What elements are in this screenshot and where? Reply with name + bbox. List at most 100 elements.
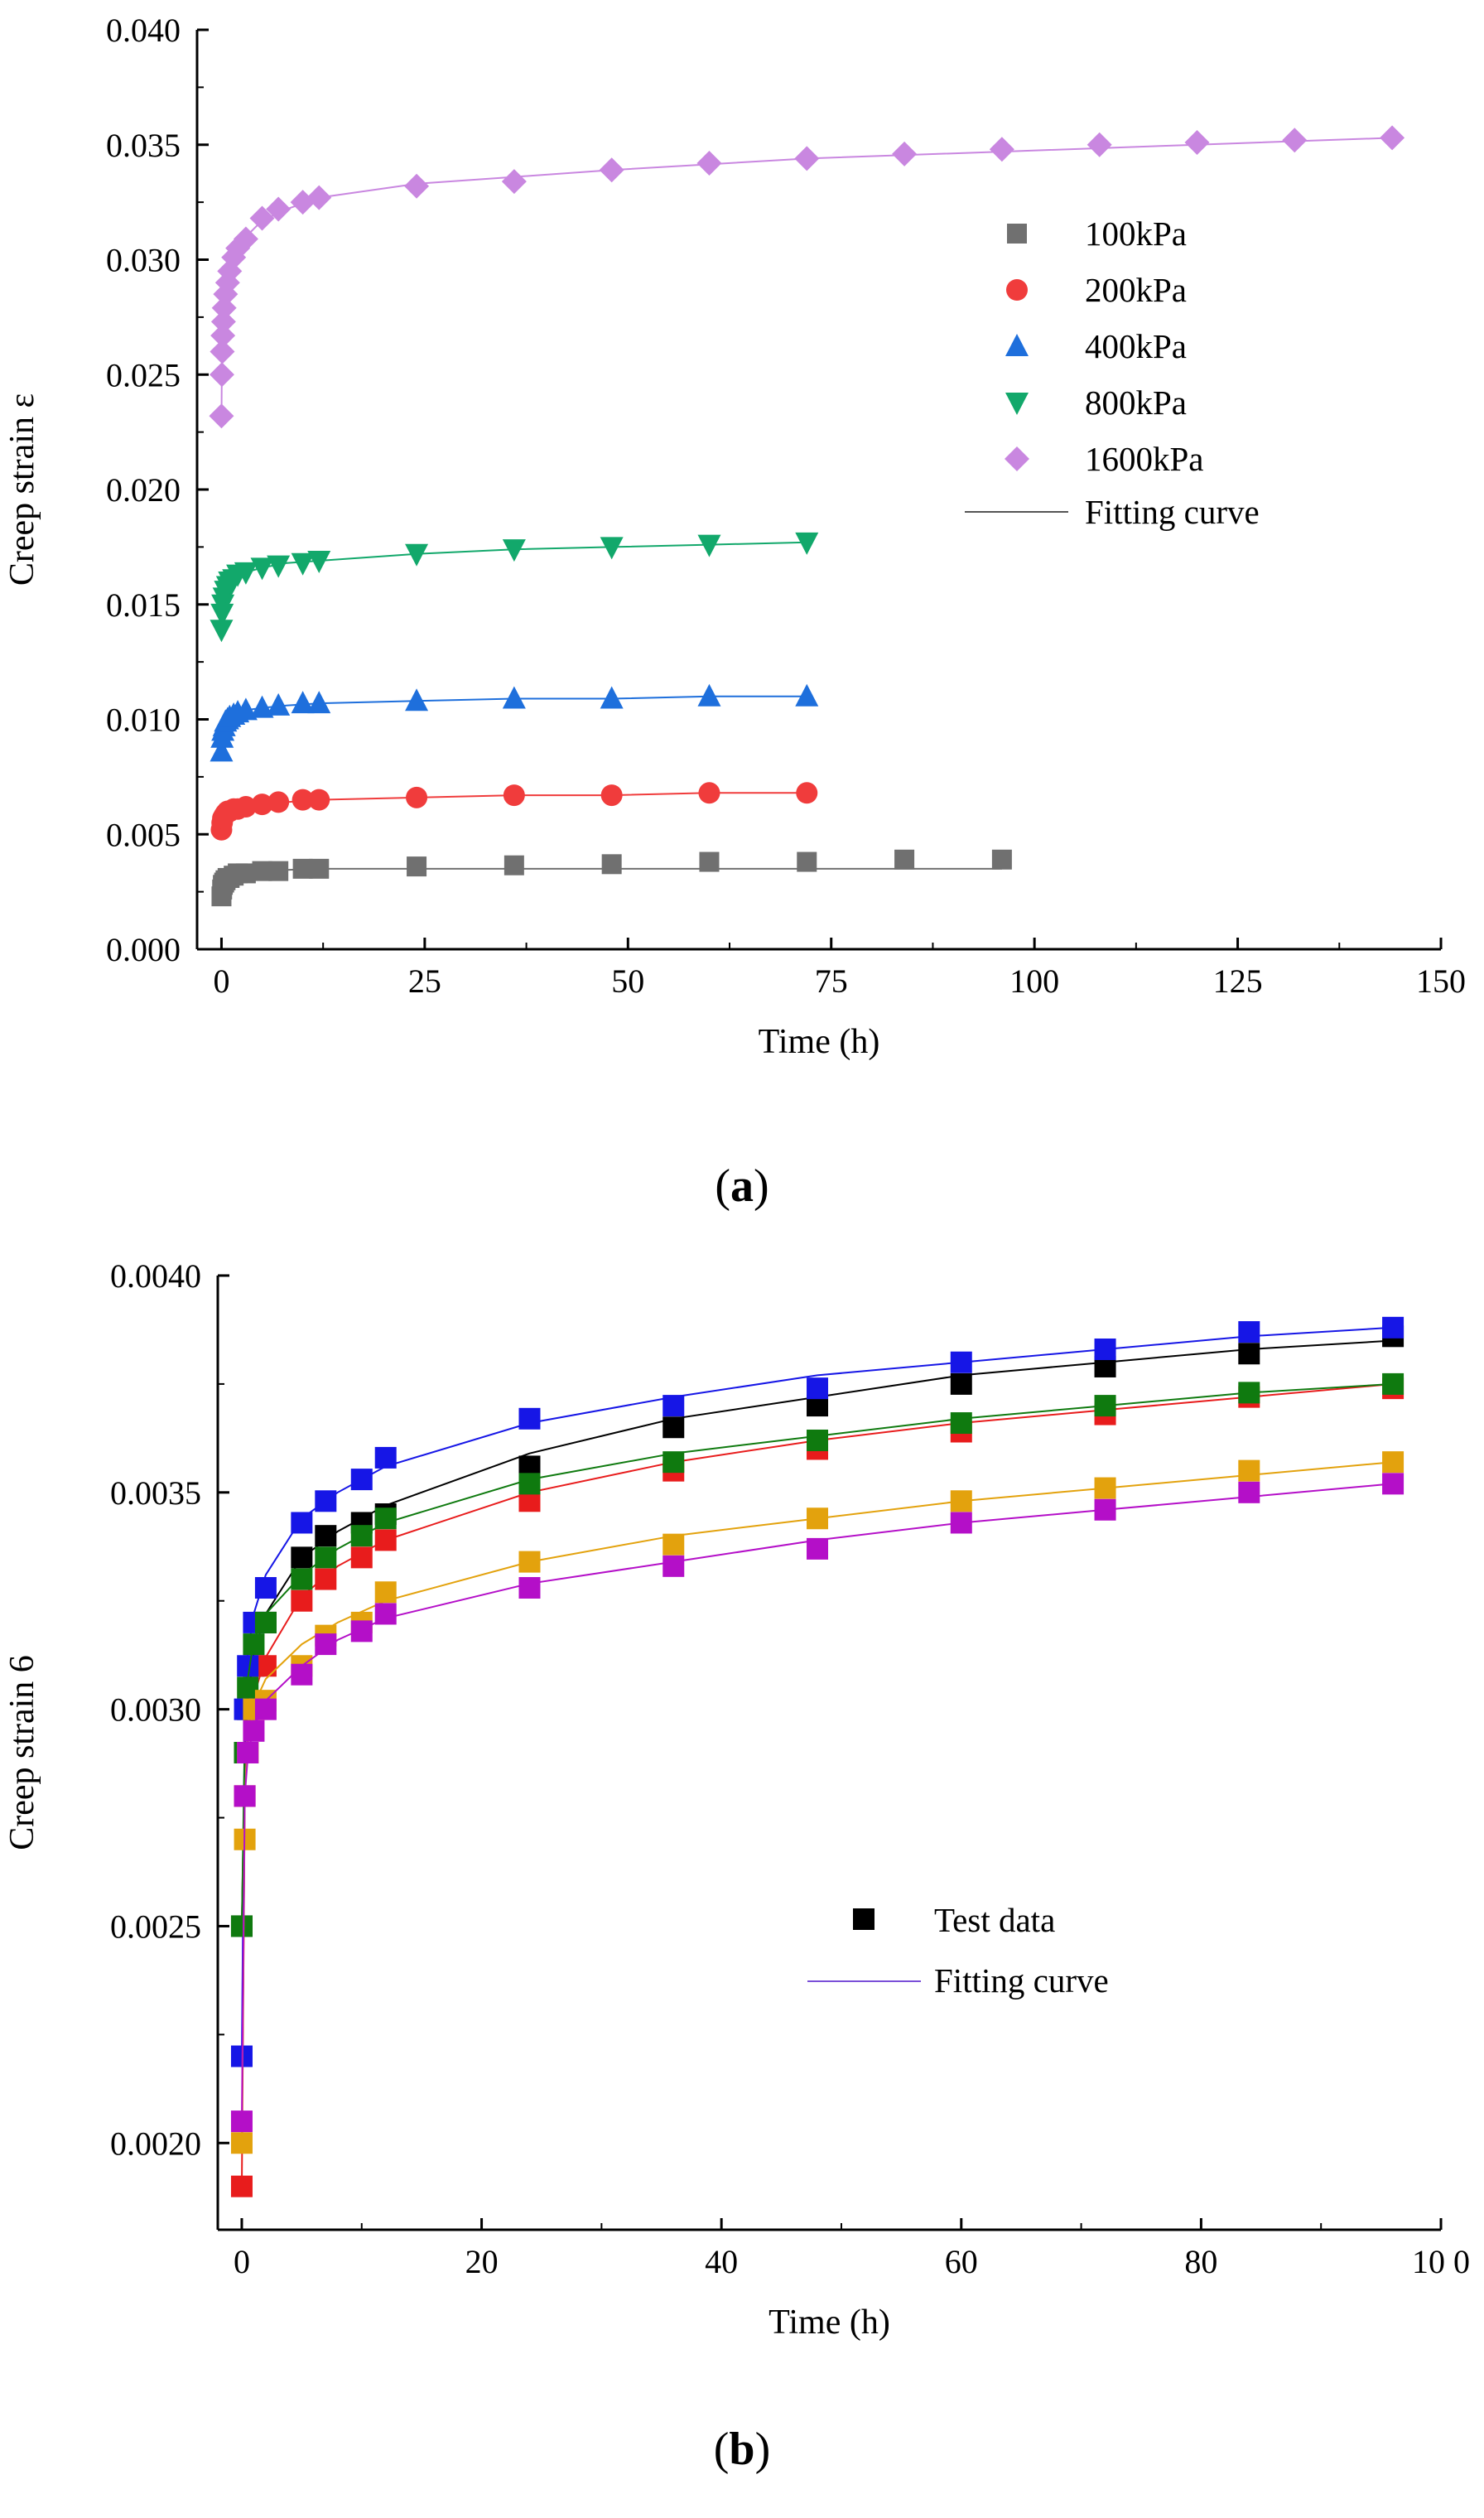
b-x-tick-label: 10 0 (1412, 2243, 1470, 2280)
b-point-sample-5 (230, 2132, 253, 2154)
a-legend-label-800kPa: 800kPa (1085, 383, 1187, 422)
a-point-100kPa (407, 856, 427, 877)
a-point-800kPa (250, 557, 274, 581)
a-point-800kPa (291, 552, 315, 576)
a-point-400kPa (405, 688, 429, 712)
a-point-1600kPa (210, 323, 236, 349)
a-fit-curve-1600kPa (220, 137, 1393, 417)
a-y-axis-title: Creep strain ε (3, 393, 41, 586)
b-fit-curve-sample-6 (241, 1483, 1394, 2122)
a-legend-marker-400kPa (1005, 334, 1029, 356)
a-legend-label-200kPa: 200kPa (1085, 271, 1187, 309)
a-point-800kPa (600, 537, 624, 560)
b-point-sample-5 (518, 1551, 541, 1573)
a-point-800kPa (267, 555, 291, 578)
b-point-sample-3 (237, 1655, 259, 1677)
a-legend: 100kPa 200kPa 400kPa 800kPa 1600kPa Fitting c… (965, 215, 1260, 531)
panel-b-chart: 0.0020 0.0025 0.0030 0.0035 0.0040 0 20 40 60 80 1… (3, 1257, 1470, 2475)
b-fit-curve-sample-5 (241, 1461, 1394, 2144)
b-point-sample-6 (374, 1603, 397, 1625)
b-point-sample-3 (950, 1351, 972, 1373)
a-point-400kPa (795, 683, 819, 707)
a-point-400kPa (307, 691, 331, 714)
a-point-200kPa (698, 782, 720, 804)
a-point-100kPa (991, 849, 1012, 870)
a-series-400kPa (210, 683, 819, 762)
b-point-sample-4 (291, 1568, 313, 1590)
b-fit-curve-sample-1 (241, 1339, 1394, 1927)
a-point-400kPa (250, 695, 274, 718)
a-point-800kPa (234, 562, 258, 585)
b-point-sample-6 (254, 1698, 277, 1720)
b-point-sample-4 (230, 1915, 253, 1937)
b-panel-label: (b) (714, 2424, 770, 2475)
b-point-sample-4 (1238, 1382, 1260, 1404)
b-point-sample-1 (950, 1372, 972, 1395)
b-legend-fit-label: Fitting curve (934, 1961, 1109, 1999)
a-point-200kPa (796, 782, 818, 804)
a-point-200kPa (292, 789, 314, 811)
b-y-tick-label: 0.0030 (110, 1691, 201, 1729)
a-point-1600kPa (1086, 132, 1112, 157)
b-x-axis-title: Time (h) (768, 2303, 890, 2342)
b-point-sample-3 (1238, 1321, 1260, 1343)
a-y-tick-label: 0.025 (106, 356, 181, 393)
a-point-800kPa (405, 543, 429, 567)
a-series-100kPa (211, 849, 1012, 907)
a-y-tick-label: 0.040 (106, 12, 181, 49)
b-point-sample-3 (315, 1490, 337, 1512)
b-point-sample-3 (291, 1512, 313, 1534)
b-point-sample-3 (350, 1469, 373, 1491)
b-point-sample-5 (1382, 1451, 1404, 1474)
a-x-tick-label: 25 (408, 962, 441, 1000)
a-point-800kPa (502, 539, 526, 562)
a-point-800kPa (307, 551, 331, 574)
a-x-tick-label: 50 (611, 962, 644, 1000)
a-x-tick-label: 100 (1009, 962, 1059, 1000)
a-point-1600kPa (599, 157, 624, 183)
b-point-sample-6 (350, 1620, 373, 1642)
b-point-sample-2 (230, 2175, 253, 2197)
b-point-sample-2 (315, 1568, 337, 1590)
a-point-1600kPa (233, 226, 258, 252)
a-point-1600kPa (1282, 128, 1308, 153)
b-point-sample-5 (1238, 1459, 1260, 1482)
a-y-tick-label: 0.005 (106, 816, 181, 853)
a-x-axis-title: Time (h) (759, 1023, 880, 1061)
b-sample-6 (230, 1473, 1404, 2133)
a-point-400kPa (600, 686, 624, 709)
a-point-400kPa (697, 683, 721, 707)
a-point-100kPa (309, 858, 330, 879)
b-x-tick-label: 20 (465, 2243, 499, 2280)
b-point-sample-6 (1238, 1481, 1260, 1503)
b-point-sample-5 (950, 1490, 972, 1512)
b-point-sample-3 (807, 1377, 829, 1400)
b-x-tick-label: 80 (1184, 2243, 1217, 2280)
b-point-sample-6 (807, 1537, 829, 1560)
b-point-sample-6 (237, 1742, 259, 1763)
a-x-tick-label: 125 (1213, 962, 1263, 1000)
a-point-1600kPa (306, 185, 332, 210)
b-legend: Test data Fitting curve (807, 1901, 1109, 1999)
b-point-sample-4 (1382, 1372, 1404, 1395)
b-fit-curve-sample-2 (241, 1382, 1394, 2187)
a-series-1600kPa (209, 125, 1405, 429)
b-point-sample-6 (230, 2110, 253, 2133)
b-point-sample-4 (950, 1412, 972, 1435)
a-point-200kPa (267, 791, 290, 813)
a-panel-label: (a) (715, 1160, 768, 1212)
b-y-tick-label: 0.0025 (110, 1908, 201, 1945)
a-legend-marker-100kPa (1007, 224, 1027, 244)
a-point-100kPa (699, 851, 720, 872)
a-point-1600kPa (249, 205, 275, 231)
a-y-tick-label: 0.015 (106, 586, 181, 624)
b-point-sample-4 (243, 1633, 265, 1656)
a-y-tick-label: 0.035 (106, 127, 181, 164)
a-point-1600kPa (209, 403, 234, 429)
a-point-400kPa (234, 697, 258, 721)
b-point-sample-4 (662, 1451, 685, 1474)
a-point-1600kPa (266, 196, 292, 222)
b-point-sample-4 (350, 1525, 373, 1547)
b-point-sample-6 (243, 1720, 265, 1742)
a-point-800kPa (697, 534, 721, 557)
